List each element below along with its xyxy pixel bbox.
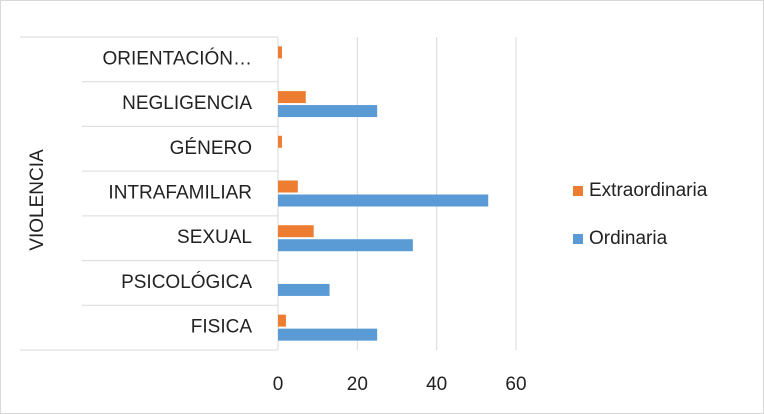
bar [278,225,314,238]
bar [278,180,298,193]
legend-label: Ordinaria [589,228,668,249]
bar [278,91,306,104]
bar [278,328,378,341]
bar [278,314,286,327]
bar [278,135,282,148]
y-tick-label: GÉNERO [170,138,252,159]
bar [278,283,330,296]
y-tick-label: INTRAFAMILIAR [108,183,252,204]
y-tick-label: SEXUAL [177,227,252,248]
x-tick-label: 40 [426,374,447,395]
bar [278,194,489,207]
legend-swatch [573,234,583,244]
legend-label: Extraordinaria [589,180,708,201]
bar [278,46,282,59]
x-tick-label: 20 [347,374,368,395]
bar [278,105,378,118]
legend-swatch [573,186,583,196]
y-tick-label: PSICOLÓGICA [121,271,252,293]
y-tick-label: NEGLIGENCIA [122,93,252,114]
y-tick-label: FISICA [191,317,253,338]
y-tick-label: ORIENTACIÓN… [102,47,252,69]
x-tick-label: 60 [505,374,526,395]
axis-group-label: VIOLENCIA [27,149,48,251]
x-tick-label: 0 [273,374,284,395]
bar [278,239,413,252]
